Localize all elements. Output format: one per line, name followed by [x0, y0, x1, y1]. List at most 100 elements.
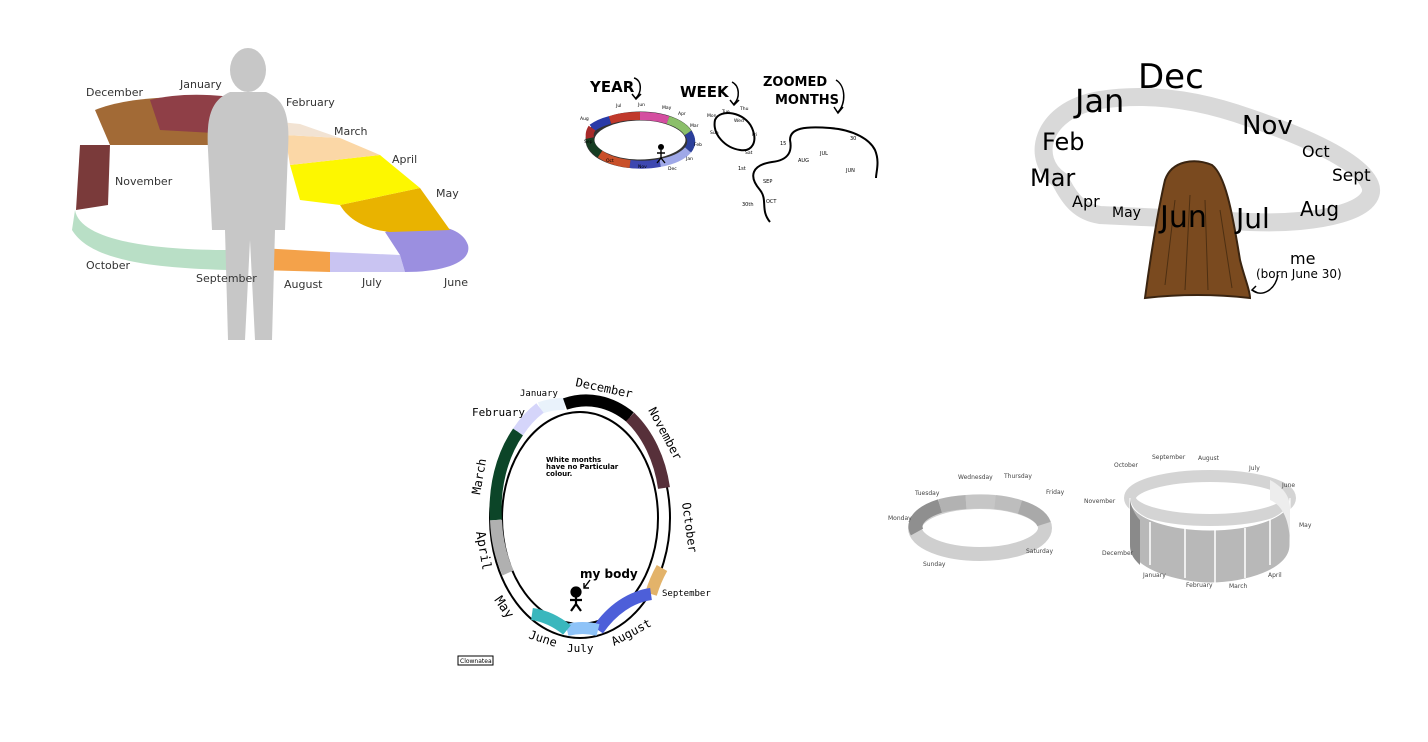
svg-text:Aug: Aug [580, 116, 589, 122]
svg-text:Wed: Wed [734, 118, 744, 124]
segment-november [76, 145, 110, 210]
segment-april [490, 519, 514, 576]
segment-november [625, 412, 670, 489]
label-july: July [1248, 465, 1260, 472]
label-january: January [179, 78, 222, 91]
panel-year-week-zoomed-sketch: YEAR WEEK ZOOMED MONTHS Jul Jun May A [580, 75, 879, 223]
label-monday: Monday [888, 515, 912, 522]
label-mar: Mar [1030, 164, 1075, 192]
label-aug: Aug [1300, 197, 1339, 221]
label-august: August [284, 278, 323, 291]
month-ring-top [1124, 470, 1296, 526]
label-friday: Friday [1046, 489, 1065, 496]
svg-text:Jul: Jul [615, 103, 621, 109]
label-may: May [1112, 205, 1141, 221]
panel-week-ring-3d: Thursday Wednesday Friday Tuesday Monday… [888, 454, 1312, 590]
label-wednesday: Wednesday [958, 474, 993, 481]
label-april: April [392, 153, 417, 166]
svg-text:Thu: Thu [739, 106, 749, 112]
label-sept: Sept [1332, 166, 1371, 186]
label-january: January [1142, 572, 1166, 579]
svg-text:Fri: Fri [752, 132, 757, 138]
label-january: January [520, 389, 559, 399]
svg-text:Sat: Sat [745, 150, 753, 156]
arrow-months-icon [833, 79, 845, 115]
segment-monday [908, 499, 943, 536]
label-saturday: Saturday [1026, 548, 1053, 555]
label-oct: Oct [1302, 142, 1330, 161]
label-march: March [469, 458, 489, 496]
label-september: September [662, 589, 711, 599]
segment-february [512, 403, 544, 436]
label-nov: Nov [1242, 111, 1293, 141]
signature-box [457, 655, 494, 666]
segment-december [563, 394, 634, 422]
segment-friday [1017, 500, 1051, 527]
label-jul: Jul [1234, 202, 1270, 235]
svg-text:Sun: Sun [710, 130, 719, 136]
stick-figure-icon [658, 144, 664, 150]
svg-text:have no Particular: have no Particular [546, 463, 619, 471]
label-august: August [609, 616, 654, 649]
label-april: April [1268, 572, 1282, 579]
label-june: June [1281, 482, 1295, 489]
zoomed-months-path: SEP AUG JUL JUN OCT 15 30 1st 30th [738, 126, 879, 223]
arrow-week-icon [729, 81, 740, 107]
label-february: February [472, 406, 525, 419]
week-loop: Mon Tue Wed Thu Fri Sat Sun [707, 106, 757, 156]
svg-text:White months: White months [546, 456, 601, 464]
panel-birthday-loop: Jan Dec Nov Feb Oct Mar Sept Apr May Jun… [1030, 57, 1380, 300]
label-june: June [443, 276, 468, 289]
label-thursday: Thursday [1003, 473, 1032, 480]
segment-june [385, 225, 469, 272]
segment-march [489, 428, 524, 521]
svg-text:OCT: OCT [766, 199, 777, 205]
panel-oval-month-ring: January December November February March… [457, 375, 711, 666]
segment-july [565, 622, 600, 636]
label-july: July [567, 642, 594, 655]
svg-text:AUG: AUG [798, 158, 809, 164]
svg-text:Dec: Dec [668, 166, 677, 172]
label-may: May [1299, 522, 1312, 529]
label-december: December [1102, 550, 1134, 557]
svg-text:Jan: Jan [685, 156, 693, 162]
label-june: June [527, 628, 559, 650]
label-november: November [115, 175, 173, 188]
svg-text:Jun: Jun [637, 102, 645, 108]
label-october: October [679, 501, 700, 553]
svg-text:Oct: Oct [606, 158, 614, 164]
svg-text:30: 30 [850, 136, 856, 142]
year-ring [585, 111, 696, 169]
label-me: me [1290, 249, 1315, 268]
svg-text:Tue: Tue [721, 109, 730, 115]
segment-august [258, 248, 330, 272]
svg-text:Apr: Apr [678, 111, 686, 117]
label-feb: Feb [1042, 128, 1085, 156]
header-week: WEEK [680, 83, 730, 101]
brown-figure-icon [1143, 160, 1252, 300]
svg-text:Mar: Mar [690, 123, 699, 129]
label-born: (born June 30) [1256, 267, 1342, 281]
svg-text:Feb: Feb [694, 142, 702, 148]
svg-text:Nov: Nov [638, 164, 647, 170]
label-february: February [286, 96, 335, 109]
label-jan: Jan [1073, 82, 1124, 120]
segment-august [593, 588, 653, 634]
label-october: October [86, 259, 130, 272]
arrow-me-icon [1250, 274, 1279, 294]
signature: Clownatea [460, 658, 492, 665]
label-february: February [1186, 582, 1213, 589]
note-white-months: White months have no Particular colour. [546, 456, 619, 478]
svg-text:1st: 1st [738, 166, 746, 172]
label-march: March [334, 125, 368, 138]
label-apr: Apr [1072, 192, 1100, 211]
label-march: March [1229, 583, 1247, 590]
svg-text:colour.: colour. [546, 470, 572, 478]
label-may: May [436, 187, 459, 200]
label-jun: Jun [1158, 200, 1207, 235]
arrow-year-icon [631, 77, 642, 101]
label-sunday: Sunday [923, 561, 946, 568]
svg-text:15: 15 [780, 141, 786, 147]
label-tuesday: Tuesday [914, 490, 940, 497]
